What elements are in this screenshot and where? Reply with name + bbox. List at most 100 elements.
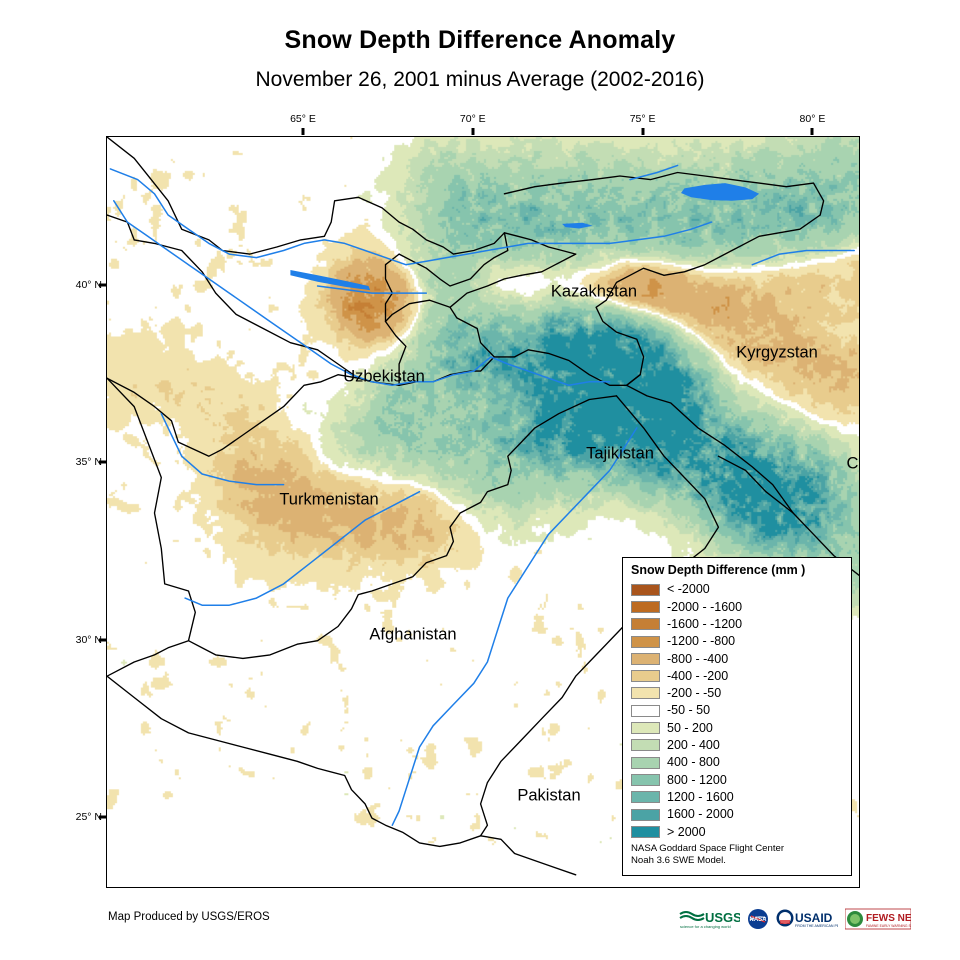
country-border — [595, 214, 859, 577]
legend-label: -50 - 50 — [667, 703, 711, 718]
legend-label: < -2000 — [667, 582, 710, 597]
lat-tick-mark — [99, 815, 106, 819]
legend-row[interactable]: 800 - 1200 — [631, 771, 851, 788]
legend-row[interactable]: -200 - -50 — [631, 685, 851, 702]
usgs-logo[interactable]: USGS science for a changing world — [678, 908, 740, 930]
river — [608, 221, 713, 245]
map-legend[interactable]: Snow Depth Difference (mm ) < -2000 -2000… — [622, 557, 852, 876]
country-border — [449, 253, 577, 308]
country-border — [107, 675, 577, 876]
country-border — [479, 395, 720, 837]
legend-swatch — [631, 704, 660, 717]
legend-row[interactable]: < -2000 — [631, 581, 851, 598]
legend-row[interactable]: -800 - -400 — [631, 650, 851, 667]
river — [316, 285, 428, 294]
legend-label: 200 - 400 — [667, 738, 720, 753]
country-border — [133, 239, 359, 379]
river — [113, 200, 492, 387]
svg-text:USGS: USGS — [705, 910, 740, 925]
legend-swatch — [631, 791, 660, 804]
legend-label: > 2000 — [667, 824, 706, 839]
legend-swatch — [631, 808, 660, 821]
lat-tick-label: 40° N — [75, 278, 102, 291]
legend-row[interactable]: -400 - -200 — [631, 667, 851, 684]
legend-row[interactable]: > 2000 — [631, 823, 851, 840]
legend-row[interactable]: -1200 - -800 — [631, 633, 851, 650]
svg-text:science for a changing world: science for a changing world — [680, 924, 731, 929]
agency-logos: USGS science for a changing world NASA U… — [678, 908, 911, 930]
lat-tick-mark — [99, 638, 106, 642]
page-title: Snow Depth Difference Anomaly — [284, 26, 676, 54]
lake-issyk-kul — [681, 183, 760, 201]
legend-swatch — [631, 618, 660, 631]
country-border — [398, 232, 509, 287]
legend-row[interactable]: 200 - 400 — [631, 737, 851, 754]
usaid-logo[interactable]: USAID FROM THE AMERICAN PEOPLE — [776, 908, 838, 930]
legend-row[interactable]: -1600 - -1200 — [631, 616, 851, 633]
lon-tick-mark — [641, 128, 645, 135]
legend-swatch — [631, 773, 660, 786]
legend-label: 50 - 200 — [667, 720, 713, 735]
legend-row[interactable]: 1600 - 2000 — [631, 806, 851, 823]
river — [109, 168, 611, 266]
lon-tick-mark — [810, 128, 814, 135]
legend-swatch — [631, 600, 660, 613]
country-border — [107, 214, 135, 241]
legend-swatch — [631, 722, 660, 735]
country-border — [187, 395, 618, 660]
country-border — [384, 253, 400, 323]
country-borders — [107, 137, 859, 876]
lon-tick-mark — [471, 128, 475, 135]
river — [391, 427, 638, 826]
country-border — [384, 299, 495, 386]
lon-tick-label: 75° E — [629, 113, 656, 125]
legend-swatch — [631, 756, 660, 769]
lon-tick-label: 65° E — [290, 113, 316, 125]
lat-tick-label: 30° N — [75, 633, 102, 646]
river — [160, 412, 285, 486]
legend-swatch — [631, 825, 660, 838]
country-border — [717, 455, 794, 514]
lon-tick-mark — [301, 128, 305, 135]
svg-text:FAMINE EARLY WARNING SYSTEMS N: FAMINE EARLY WARNING SYSTEMS NETWORK — [866, 924, 911, 928]
country-border — [493, 349, 641, 386]
nasa-logo[interactable]: NASA — [747, 908, 769, 930]
svg-text:USAID: USAID — [795, 911, 833, 925]
lat-tick-label: 35° N — [75, 456, 102, 469]
legend-source-note: NASA Goddard Space Flight Center Noah 3.… — [631, 843, 785, 867]
map-vector-overlay — [107, 137, 859, 876]
legend-label: -200 - -50 — [667, 686, 722, 701]
legend-class-list: < -2000 -2000 - -1600 -1600 - -1200 -1200 -… — [623, 581, 851, 840]
legend-swatch — [631, 687, 660, 700]
country-border — [503, 171, 825, 216]
svg-text:FEWS NET: FEWS NET — [866, 913, 911, 924]
legend-label: -800 - -400 — [667, 651, 729, 666]
river — [184, 490, 421, 606]
lat-tick-label: 25° N — [75, 811, 102, 824]
river — [490, 356, 611, 387]
legend-row[interactable]: -2000 - -1600 — [631, 598, 851, 615]
legend-label: -400 - -200 — [667, 668, 729, 683]
lon-tick-label: 80° E — [799, 113, 826, 125]
lon-tick-label: 70° E — [459, 113, 486, 125]
legend-swatch — [631, 583, 660, 596]
legend-label: -1200 - -800 — [667, 634, 736, 649]
svg-text:FROM THE AMERICAN PEOPLE: FROM THE AMERICAN PEOPLE — [795, 924, 838, 928]
legend-label: 1600 - 2000 — [667, 807, 734, 822]
map-credit: Map Produced by USGS/EROS — [108, 911, 270, 923]
legend-row[interactable]: -50 - 50 — [631, 702, 851, 719]
legend-row[interactable]: 50 - 200 — [631, 719, 851, 736]
lat-tick-mark — [99, 460, 106, 464]
legend-swatch — [631, 652, 660, 665]
legend-row[interactable]: 1200 - 1600 — [631, 789, 851, 806]
legend-row[interactable]: 400 - 800 — [631, 754, 851, 771]
legend-title: Snow Depth Difference (mm ) — [631, 563, 806, 577]
legend-label: -1600 - -1200 — [667, 616, 743, 631]
lake-toktogul — [562, 222, 593, 229]
legend-swatch — [631, 670, 660, 683]
legend-swatch — [631, 739, 660, 752]
fewsnet-logo[interactable]: FEWS NET FAMINE EARLY WARNING SYSTEMS NE… — [845, 908, 911, 930]
page-subtitle: November 26, 2001 minus Average (2002-20… — [255, 68, 705, 91]
lake-aydarkul — [290, 270, 371, 291]
legend-label: 1200 - 1600 — [667, 789, 734, 804]
